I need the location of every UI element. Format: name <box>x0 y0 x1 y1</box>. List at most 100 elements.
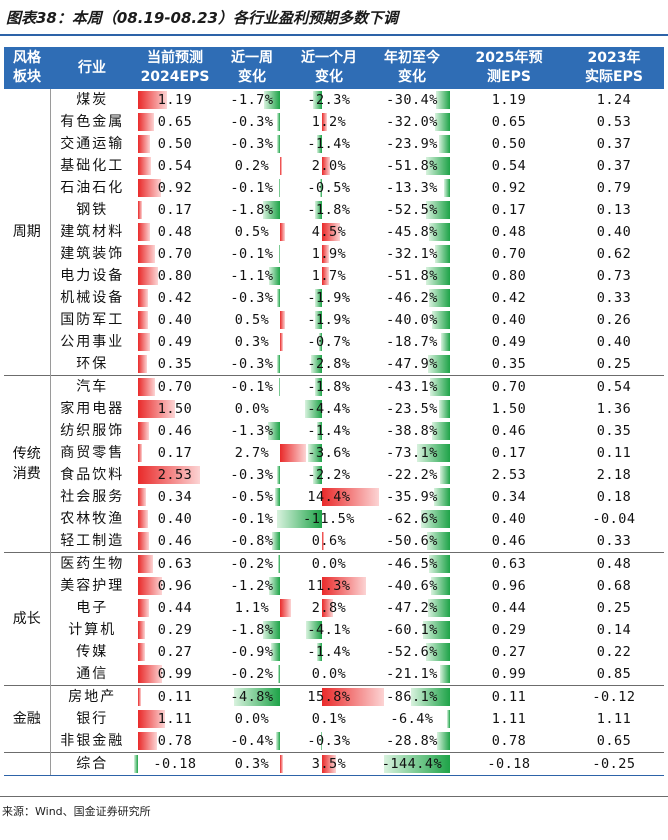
ytd-change-cell-bar <box>426 532 450 550</box>
ytd-change-cell: -43.1% <box>370 375 454 398</box>
month-change-cell: -2.8% <box>288 353 370 376</box>
week-change-cell-value: -0.3% <box>230 290 274 306</box>
week-change-cell-bar <box>268 577 280 595</box>
week-change-cell: -0.2% <box>216 552 288 575</box>
ytd-change-cell: -23.5% <box>370 398 454 420</box>
eps2024-cell-bar <box>138 311 148 329</box>
month-change-cell: 2.8% <box>288 597 370 619</box>
ytd-change-cell-value: -22.2% <box>386 467 438 483</box>
eps2024-cell-bar <box>138 400 175 418</box>
industry-name: 基础化工 <box>60 158 125 174</box>
eps2024-cell-bar <box>138 422 150 440</box>
eps2024-cell-value: 0.48 <box>157 224 193 240</box>
week-change-cell: 2.7% <box>216 442 306 464</box>
eps2024-cell: 0.92 <box>134 177 216 199</box>
eps2024-cell-bar <box>138 710 166 728</box>
ytd-change-cell: -50.6% <box>370 530 454 553</box>
industry-name: 建筑材料 <box>60 224 125 240</box>
eps2024-cell-bar <box>138 289 149 307</box>
table-row: 建筑装饰 0.70 -0.1% 1.9% -32.1% 0.70 0.62 <box>4 243 664 265</box>
week-change-cell: -0.1% <box>216 375 288 398</box>
month-change-cell-bar <box>319 333 322 351</box>
eps2024-cell-value: 0.92 <box>157 180 193 196</box>
ytd-change-cell: -30.4% <box>370 89 454 111</box>
month-change-cell-bar <box>322 267 329 285</box>
week-change-cell-value: -0.1% <box>230 180 274 196</box>
industry-name: 纺织服饰 <box>60 423 125 439</box>
eps2024-cell: 0.29 <box>134 619 216 641</box>
month-change-cell-bar <box>314 289 322 307</box>
eps2023-cell: 0.65 <box>596 733 632 749</box>
eps2024-cell: 1.19 <box>134 89 216 111</box>
week-change-cell-value: -1.1% <box>230 268 274 284</box>
ytd-change-cell-bar <box>433 488 450 506</box>
header-month-change: 近一个月 变化 <box>288 47 370 89</box>
industry-name: 石油石化 <box>60 180 125 196</box>
month-change-cell-value: 11.3% <box>307 578 351 594</box>
month-change-cell-value: -2.8% <box>307 356 351 372</box>
table-row: 机械设备 0.42 -0.3% -1.9% -46.2% 0.42 0.33 <box>4 287 664 309</box>
week-change-cell: -0.5% <box>216 486 288 508</box>
week-change-cell: -0.9% <box>216 641 288 663</box>
ytd-change-cell-value: -18.7% <box>386 334 438 350</box>
ytd-change-cell-bar <box>421 510 450 528</box>
week-change-cell: 0.3% <box>216 752 288 776</box>
eps2023-cell: 0.13 <box>596 202 632 218</box>
eps2024-cell-value: 0.50 <box>157 136 193 152</box>
eps2025-cell: 0.46 <box>491 533 527 549</box>
eps2024-cell-bar <box>138 267 158 285</box>
ytd-change-cell-bar <box>422 621 450 639</box>
eps2024-cell: 0.42 <box>134 287 216 309</box>
ytd-change-cell: -21.1% <box>370 663 454 686</box>
week-change-cell-bar <box>272 532 280 550</box>
week-change-cell-value: -1.8% <box>230 202 274 218</box>
eps2024-cell-value: 0.46 <box>157 533 193 549</box>
eps2024-cell: 0.46 <box>134 530 216 553</box>
week-change-cell: 0.5% <box>216 221 288 243</box>
eps2024-cell-bar <box>138 135 151 153</box>
eps2024-cell-bar <box>138 223 150 241</box>
week-change-cell-value: -0.3% <box>230 136 274 152</box>
month-change-cell-bar <box>322 532 325 550</box>
eps2025-cell: 0.70 <box>454 375 564 398</box>
ytd-change-cell-bar <box>429 223 450 241</box>
ytd-change-cell-value: -73.1% <box>386 445 438 461</box>
industry-name: 商贸零售 <box>60 445 125 461</box>
month-change-cell: -1.9% <box>288 309 370 331</box>
eps2024-cell: 0.65 <box>134 111 216 133</box>
eps2025-cell: 0.46 <box>491 423 527 439</box>
eps2024-cell-value: -0.18 <box>153 756 197 772</box>
ytd-change-cell-bar <box>431 577 450 595</box>
ytd-change-cell-bar <box>439 400 450 418</box>
ytd-change-cell: -62.6% <box>370 508 454 530</box>
ytd-change-cell: -18.7% <box>370 331 454 353</box>
ytd-change-cell-bar <box>430 378 450 396</box>
ytd-change-cell: -73.1% <box>370 442 454 464</box>
table-row: 周期 煤炭 1.19 -1.7% -2.3% -30.4% 1.19 1.24 <box>4 89 664 376</box>
eps2023-cell: 1.36 <box>596 401 632 417</box>
eps2023-cell: 0.26 <box>596 312 632 328</box>
month-change-cell: -0.3% <box>288 730 370 753</box>
week-change-cell: -0.4% <box>216 730 288 753</box>
eps2024-cell-value: 0.99 <box>157 666 193 682</box>
eps2024-cell-value: 0.49 <box>157 334 193 350</box>
table-row: 成长 医药生物 0.63 -0.2% 0.0% -46.5% 0.63 0.48 <box>4 552 664 686</box>
sector-label <box>4 752 51 776</box>
ytd-change-cell-value: -47.2% <box>386 600 438 616</box>
month-change-cell: 15.8% <box>288 685 384 708</box>
week-change-cell-bar <box>280 333 283 351</box>
month-change-cell-value: 2.8% <box>311 600 347 616</box>
eps2024-cell: 0.34 <box>134 486 216 508</box>
ytd-change-cell-bar <box>439 466 450 484</box>
eps2025-cell: 0.29 <box>491 622 527 638</box>
eps2023-cell: 0.33 <box>596 290 632 306</box>
ytd-change-cell-value: -13.3% <box>386 180 438 196</box>
eps2023-cell: 0.48 <box>564 552 664 575</box>
month-change-cell: -0.7% <box>288 331 370 353</box>
eps2024-cell-value: 1.50 <box>157 401 193 417</box>
eps2024-cell: 0.50 <box>134 133 216 155</box>
ytd-change-cell: -40.6% <box>370 575 454 597</box>
ytd-change-cell: -28.8% <box>370 730 454 753</box>
eps2025-cell: 0.50 <box>491 136 527 152</box>
ytd-change-cell-value: -46.2% <box>386 290 438 306</box>
